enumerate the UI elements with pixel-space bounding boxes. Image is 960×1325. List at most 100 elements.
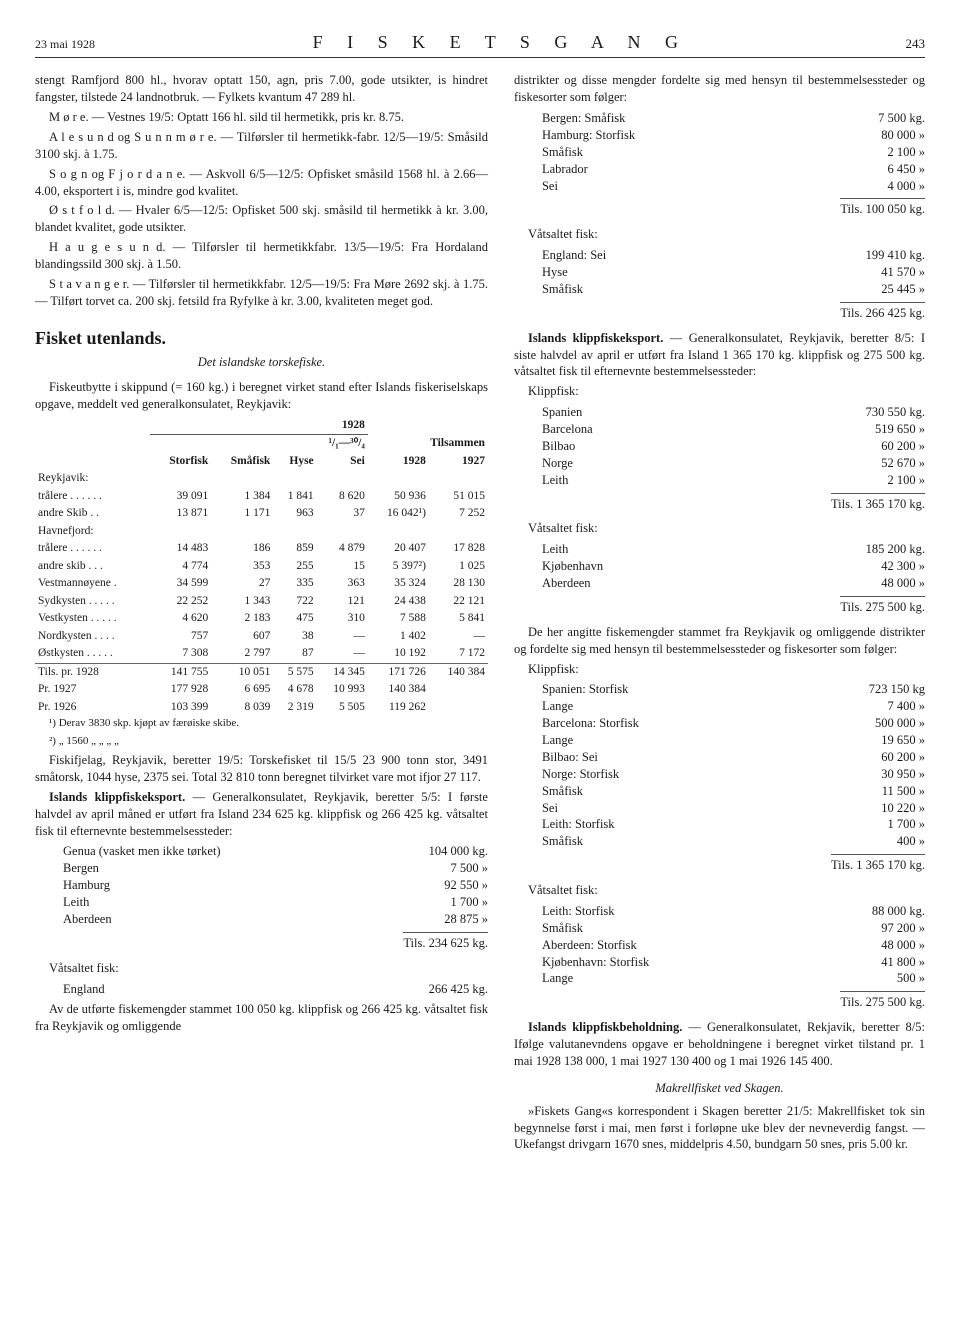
list-total: Tils. 1 365 170 kg. (514, 854, 925, 874)
list-item: Leith: Storfisk. . . . . . . . . . . . .… (542, 903, 925, 920)
export-list: Genua (vasket men ikke tørket). . . . . … (63, 843, 488, 927)
section-subtitle: Det islandske torskefiske. (35, 354, 488, 371)
subsection-label: Klippfisk: (514, 383, 925, 400)
para: Ø s t f o l d. — Hvaler 6/5—12/5: Opfisk… (35, 202, 488, 236)
list-item: Småfisk. . . . . . . . . . . . . . . . .… (542, 281, 925, 298)
list-total: Tils. 275 500 kg. (514, 991, 925, 1011)
header-date: 23 mai 1928 (35, 36, 95, 52)
para: »Fiskets Gang«s korrespondent i Skagen b… (514, 1103, 925, 1154)
list-item: England . . . . . . . . . . . . . . . . … (63, 981, 488, 998)
para: H a u g e s u n d. — Tilførsler til herm… (35, 239, 488, 273)
list-item: Leith. . . . . . . . . . . . . . . . . .… (542, 541, 925, 558)
list-item: Leith. . . . . . . . . . . . . . . . . .… (542, 472, 925, 489)
para: De her angitte fiskemengder stammet fra … (514, 624, 925, 658)
subsection-label: Våtsaltet fisk: (514, 882, 925, 899)
list-total: Tils. 234 625 kg. (35, 932, 488, 952)
list-item: Bilbao. . . . . . . . . . . . . . . . . … (542, 438, 925, 455)
para: Islands klippfiskeksport. — Generalkonsu… (514, 330, 925, 381)
table-footnote: ²) „ 1560 „ „ „ „ (35, 734, 488, 749)
para: M ø r e. — Vestnes 19/5: Optatt 166 hl. … (35, 109, 488, 126)
export-list: England: Sei. . . . . . . . . . . . . . … (542, 247, 925, 298)
list-item: Barcelona: Storfisk. . . . . . . . . . .… (542, 715, 925, 732)
list-item: Småfisk. . . . . . . . . . . . . . . . .… (542, 920, 925, 937)
table-row: Havnefjord: (35, 523, 488, 541)
list-item: Hamburg. . . . . . . . . . . . . . . . .… (63, 877, 488, 894)
table-total-row: Pr. 1926 103 399 8 039 2 319 5 505 119 2… (35, 699, 488, 717)
list-item: Labrador. . . . . . . . . . . . . . . . … (542, 161, 925, 178)
subsection-label: Våtsaltet fisk: (35, 960, 488, 977)
list-item: Aberdeen: Storfisk. . . . . . . . . . . … (542, 937, 925, 954)
list-item: Småfisk. . . . . . . . . . . . . . . . .… (542, 833, 925, 850)
list-item: Leith. . . . . . . . . . . . . . . . . .… (63, 894, 488, 911)
export-list: England . . . . . . . . . . . . . . . . … (63, 981, 488, 998)
table-total-row: Tils. pr. 1928 141 755 10 051 5 575 14 3… (35, 663, 488, 681)
table-row: Vestmannøyene .34 5992733536335 32428 13… (35, 575, 488, 593)
para: distrikter og disse mengder fordelte sig… (514, 72, 925, 106)
export-list: Spanien: Storfisk. . . . . . . . . . . .… (542, 681, 925, 850)
table-row: Reykjavik: (35, 470, 488, 488)
list-item: Småfisk. . . . . . . . . . . . . . . . .… (542, 144, 925, 161)
list-item: Kjøbenhavn: Storfisk. . . . . . . . . . … (542, 954, 925, 971)
list-item: Aberdeen. . . . . . . . . . . . . . . . … (63, 911, 488, 928)
table-row: Nordkysten . . . .75760738—1 402— (35, 628, 488, 646)
list-item: Barcelona. . . . . . . . . . . . . . . .… (542, 421, 925, 438)
para: A l e s u n d og S u n n m ø r e. — Tilf… (35, 129, 488, 163)
list-item: England: Sei. . . . . . . . . . . . . . … (542, 247, 925, 264)
subsection-label: Våtsaltet fisk: (514, 226, 925, 243)
list-item: Kjøbenhavn. . . . . . . . . . . . . . . … (542, 558, 925, 575)
list-item: Bergen. . . . . . . . . . . . . . . . . … (63, 860, 488, 877)
export-list: Leith: Storfisk. . . . . . . . . . . . .… (542, 903, 925, 987)
para: Islands klippfiskbeholdning. — Generalko… (514, 1019, 925, 1070)
list-item: Lange. . . . . . . . . . . . . . . . . .… (542, 970, 925, 987)
catch-table: 1928 ¹/₁—³⁰/₄ Tilsammen Storfisk Småfisk… (35, 417, 488, 717)
export-list: Spanien. . . . . . . . . . . . . . . . .… (542, 404, 925, 488)
list-item: Aberdeen. . . . . . . . . . . . . . . . … (542, 575, 925, 592)
list-total: Tils. 1 365 170 kg. (514, 493, 925, 513)
table-row: Sydkysten . . . . .22 2521 34372212124 4… (35, 593, 488, 611)
list-item: Lange. . . . . . . . . . . . . . . . . .… (542, 732, 925, 749)
para: stengt Ramfjord 800 hl., hvorav optatt 1… (35, 72, 488, 106)
list-item: Norge: Storfisk. . . . . . . . . . . . .… (542, 766, 925, 783)
table-intro: Fiskeutbytte i skippund (= 160 kg.) i be… (35, 379, 488, 413)
table-row: andre Skib . .13 8711 1719633716 042¹)7 … (35, 505, 488, 523)
export-list: Bergen: Småfisk. . . . . . . . . . . . .… (542, 110, 925, 194)
list-item: Småfisk. . . . . . . . . . . . . . . . .… (542, 783, 925, 800)
export-list: Leith. . . . . . . . . . . . . . . . . .… (542, 541, 925, 592)
list-item: Spanien. . . . . . . . . . . . . . . . .… (542, 404, 925, 421)
subsection-label: Våtsaltet fisk: (514, 520, 925, 537)
table-footnote: ¹) Derav 3830 skp. kjøpt av færøiske ski… (35, 716, 488, 731)
list-item: Hamburg: Storfisk. . . . . . . . . . . .… (542, 127, 925, 144)
table-total-row: Pr. 1927 177 928 6 695 4 678 10 993 140 … (35, 681, 488, 699)
list-item: Hyse. . . . . . . . . . . . . . . . . .4… (542, 264, 925, 281)
list-item: Spanien: Storfisk. . . . . . . . . . . .… (542, 681, 925, 698)
page-header: 23 mai 1928 F I S K E T S G A N G 243 (35, 30, 925, 58)
list-total: Tils. 266 425 kg. (514, 302, 925, 322)
list-item: Norge. . . . . . . . . . . . . . . . . .… (542, 455, 925, 472)
para: Islands klippfiskeksport. — Generalkonsu… (35, 789, 488, 840)
table-row: trålere . . . . . .14 4831868594 87920 4… (35, 540, 488, 558)
table-row: trålere . . . . . .39 0911 3841 8418 620… (35, 488, 488, 506)
list-total: Tils. 100 050 kg. (514, 198, 925, 218)
table-row: Østkysten . . . . .7 3082 79787—10 1927 … (35, 645, 488, 663)
list-item: Leith: Storfisk. . . . . . . . . . . . .… (542, 816, 925, 833)
list-item: Sei. . . . . . . . . . . . . . . . . .4 … (542, 178, 925, 195)
list-item: Lange. . . . . . . . . . . . . . . . . .… (542, 698, 925, 715)
header-pagenum: 243 (906, 35, 926, 53)
table-row: Vestkysten . . . . .4 6202 1834753107 58… (35, 610, 488, 628)
list-item: Sei. . . . . . . . . . . . . . . . . .10… (542, 800, 925, 817)
list-total: Tils. 275 500 kg. (514, 596, 925, 616)
left-column: stengt Ramfjord 800 hl., hvorav optatt 1… (35, 72, 488, 1156)
list-item: Genua (vasket men ikke tørket). . . . . … (63, 843, 488, 860)
list-item: Bilbao: Sei. . . . . . . . . . . . . . .… (542, 749, 925, 766)
para: Av de utførte fiskemengder stammet 100 0… (35, 1001, 488, 1035)
table-row: andre skib . . .4 774353255155 397²)1 02… (35, 558, 488, 576)
section-title: Fisket utenlands. (35, 326, 488, 350)
section-subtitle: Makrellfisket ved Skagen. (514, 1080, 925, 1097)
header-title: F I S K E T S G A N G (313, 30, 688, 54)
list-item: Bergen: Småfisk. . . . . . . . . . . . .… (542, 110, 925, 127)
para: Fiskifjelag, Reykjavik, beretter 19/5: T… (35, 752, 488, 786)
para: S t a v a n g e r. — Tilførsler til herm… (35, 276, 488, 310)
subsection-label: Klippfisk: (514, 661, 925, 678)
right-column: distrikter og disse mengder fordelte sig… (514, 72, 925, 1156)
para: S o g n og F j o r d a n e. — Askvoll 6/… (35, 166, 488, 200)
